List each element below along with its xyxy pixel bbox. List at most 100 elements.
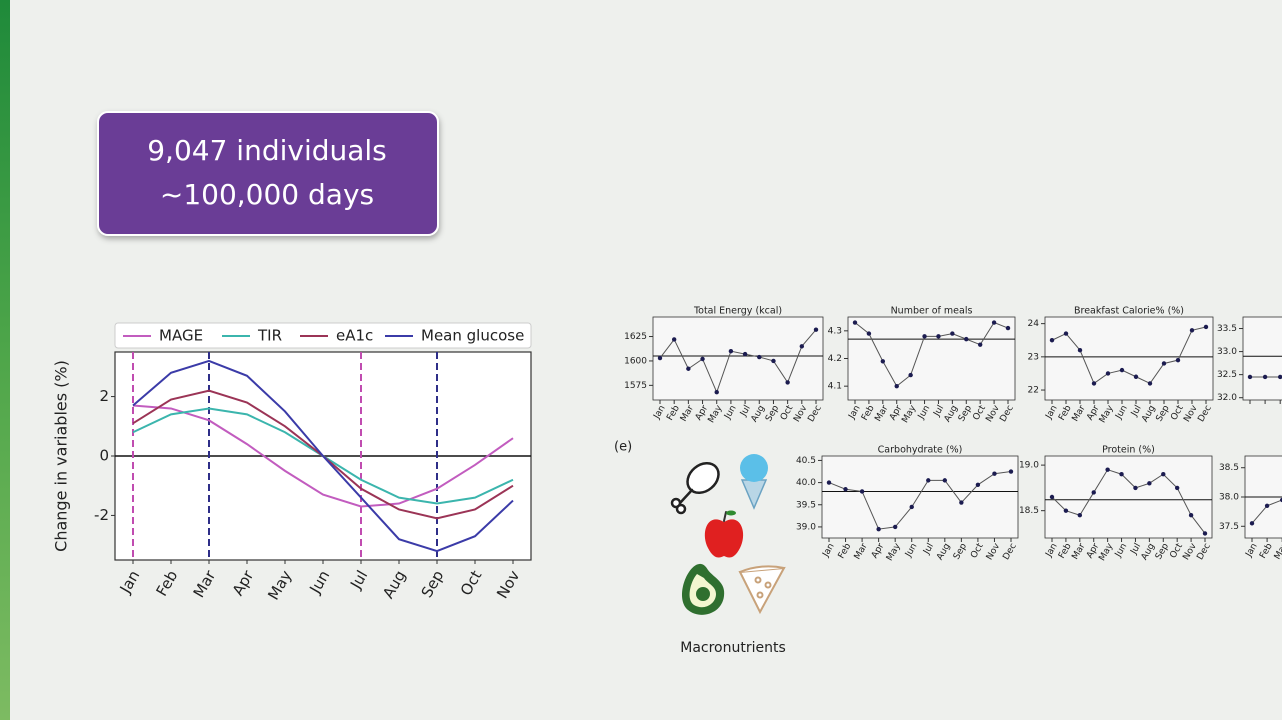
series-line [1051, 326, 1207, 385]
y-tick-label: 1625 [624, 332, 647, 342]
legend-label: TIR [257, 327, 282, 345]
x-tick-label: Jun [903, 542, 919, 560]
data-point [975, 482, 981, 488]
pizza-icon [738, 565, 786, 615]
x-tick-label: Jan [821, 542, 837, 560]
data-point [1174, 485, 1180, 491]
x-tick-label: Aug [750, 404, 767, 424]
data-point [1133, 485, 1138, 491]
x-tick-label: May [264, 567, 295, 603]
x-tick-label: Apr [870, 541, 887, 560]
data-point [843, 487, 848, 492]
x-tick-label: Jan [1244, 542, 1260, 560]
x-tick-label: Jun [1113, 542, 1129, 560]
x-tick-label: Dec [1195, 542, 1212, 562]
x-tick-label: Jan [1044, 404, 1060, 422]
data-point [671, 337, 677, 342]
y-tick-label: 39.0 [796, 522, 816, 532]
data-point [859, 489, 865, 494]
data-point [1063, 331, 1069, 336]
data-point [1049, 338, 1055, 343]
x-tick-label: Feb [1258, 542, 1275, 561]
chart-title: Breakfast Calorie% (%) [1074, 306, 1184, 317]
panel-label: (e) [614, 440, 632, 455]
data-point [1147, 481, 1152, 486]
x-tick-label: Oct [969, 541, 986, 560]
x-tick-label: Jan [1044, 542, 1060, 560]
plot-frame [652, 316, 824, 401]
y-tick-label: 1575 [624, 381, 647, 391]
data-point [700, 356, 705, 362]
y-tick-label: 40.0 [796, 478, 816, 488]
y-tick-label: 1600 [624, 356, 647, 366]
data-point [1077, 513, 1083, 518]
data-point [892, 524, 898, 530]
apple-icon [704, 510, 744, 558]
data-point [1188, 513, 1194, 518]
data-point [1091, 381, 1097, 386]
data-point [1133, 374, 1139, 379]
y-tick-label: 18.5 [1019, 506, 1039, 516]
series-line [828, 471, 1012, 530]
data-point [1247, 374, 1253, 380]
x-tick-label: Sep [764, 404, 781, 424]
x-tick-label: Dec [806, 404, 823, 424]
chart: 32.0 32.5 33.0 33.5 [1217, 316, 1282, 404]
data-point [936, 334, 941, 339]
data-point [1005, 325, 1011, 331]
y-tick-label: 22 [1028, 386, 1039, 396]
x-tick-label: Nov [792, 403, 810, 424]
data-point [880, 359, 886, 364]
y-tick-label: 32.0 [1217, 393, 1237, 403]
x-tick-label: Nov [985, 541, 1003, 562]
x-tick-label: May [1097, 541, 1115, 563]
y-axis-label: Change in variables (%) [52, 360, 71, 552]
y-tick-label: 2 [99, 387, 109, 405]
x-tick-label: Jul [346, 567, 371, 593]
data-point [866, 331, 872, 336]
x-tick-label: Sep [952, 542, 969, 562]
chart-title: Total Energy (kcal) [693, 306, 782, 317]
x-tick-label: Mar [1273, 541, 1282, 561]
avocado-icon [682, 563, 725, 615]
y-tick-label: 38.5 [1219, 463, 1239, 473]
x-tick-label: Jan [652, 404, 668, 422]
x-tick-label: Jul [921, 542, 936, 557]
plot-frame [821, 455, 1019, 539]
x-tick-label: Mar [679, 403, 696, 423]
x-tick-label: Mar [190, 567, 220, 601]
data-point [977, 342, 983, 347]
chart-title: Protein (%) [1102, 445, 1155, 456]
data-point [942, 478, 948, 483]
y-tick-label: 37.5 [1219, 522, 1239, 532]
x-tick-label: Nov [493, 567, 523, 601]
y-tick-label: 23 [1028, 352, 1039, 362]
x-tick-label: Mar [853, 541, 870, 561]
data-point [1278, 374, 1282, 380]
x-tick-label: May [900, 403, 918, 425]
y-tick-label: 4.2 [828, 354, 842, 364]
data-point [1189, 328, 1195, 333]
data-point [813, 327, 819, 332]
legend-label: Mean glucose [421, 327, 524, 345]
data-point [922, 334, 927, 339]
data-point [771, 358, 776, 364]
series-line [659, 329, 817, 394]
data-point [1063, 508, 1069, 513]
x-tick-label: Sep [1155, 404, 1172, 424]
data-point [991, 320, 997, 325]
data-point [1264, 503, 1270, 508]
data-point [1161, 361, 1167, 366]
callout-box [97, 111, 439, 236]
data-point [1105, 371, 1111, 376]
callout-line: ~100,000 days [160, 178, 374, 211]
data-point [992, 471, 997, 476]
x-tick-label: Aug [943, 404, 960, 424]
y-tick-label: 39.5 [796, 500, 816, 510]
y-tick-label: 38.0 [1219, 493, 1239, 503]
